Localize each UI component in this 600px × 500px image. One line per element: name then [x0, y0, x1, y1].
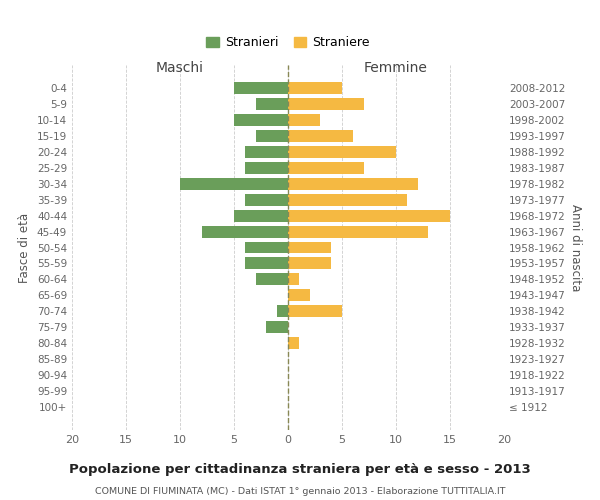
Bar: [288, 210, 450, 222]
Bar: [245, 194, 288, 205]
Bar: [234, 82, 288, 94]
Text: COMUNE DI FIUMINATA (MC) - Dati ISTAT 1° gennaio 2013 - Elaborazione TUTTITALIA.: COMUNE DI FIUMINATA (MC) - Dati ISTAT 1°…: [95, 488, 505, 496]
Bar: [245, 258, 288, 270]
Bar: [202, 226, 288, 237]
Bar: [288, 226, 428, 237]
Bar: [288, 338, 299, 349]
Bar: [288, 194, 407, 205]
Bar: [245, 146, 288, 158]
Bar: [288, 130, 353, 141]
Text: Popolazione per cittadinanza straniera per età e sesso - 2013: Popolazione per cittadinanza straniera p…: [69, 462, 531, 475]
Bar: [288, 98, 364, 110]
Bar: [288, 178, 418, 190]
Bar: [256, 274, 288, 285]
Bar: [234, 210, 288, 222]
Bar: [245, 242, 288, 254]
Bar: [245, 162, 288, 173]
Bar: [288, 114, 320, 126]
Bar: [288, 146, 396, 158]
Bar: [288, 162, 364, 173]
Bar: [256, 98, 288, 110]
Bar: [234, 114, 288, 126]
Bar: [277, 306, 288, 318]
Bar: [288, 242, 331, 254]
Text: Femmine: Femmine: [364, 61, 428, 75]
Y-axis label: Anni di nascita: Anni di nascita: [569, 204, 582, 291]
Bar: [256, 130, 288, 141]
Bar: [288, 306, 342, 318]
Bar: [288, 274, 299, 285]
Bar: [266, 322, 288, 334]
Bar: [288, 82, 342, 94]
Bar: [288, 290, 310, 302]
Y-axis label: Fasce di età: Fasce di età: [19, 212, 31, 282]
Text: Maschi: Maschi: [156, 61, 204, 75]
Legend: Stranieri, Straniere: Stranieri, Straniere: [201, 31, 375, 54]
Bar: [288, 258, 331, 270]
Bar: [180, 178, 288, 190]
